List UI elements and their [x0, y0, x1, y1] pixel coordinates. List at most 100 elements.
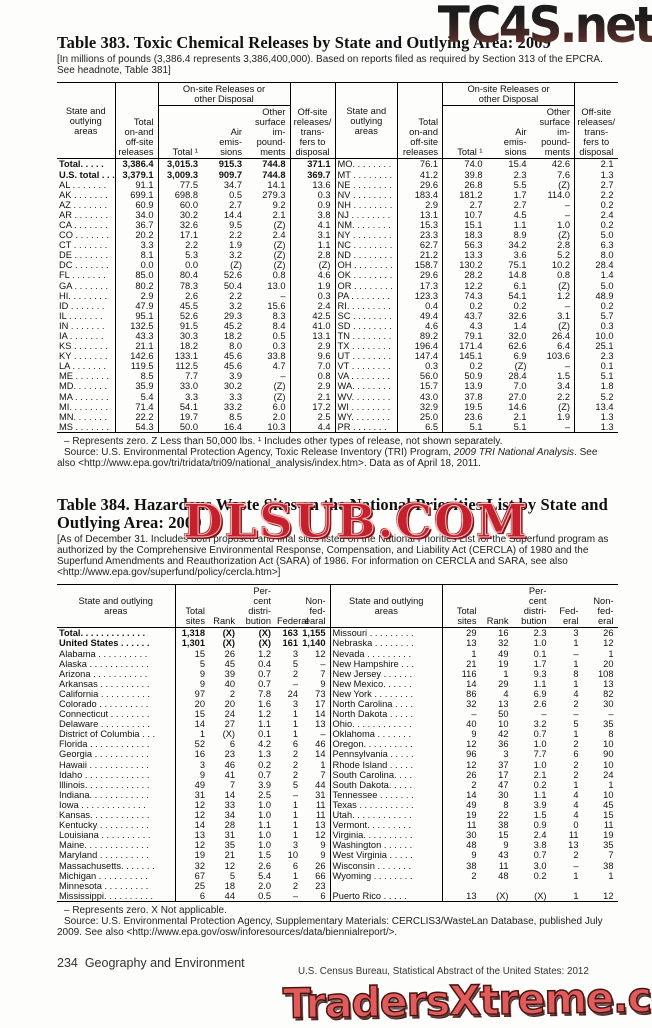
col-header-air: Air emis- sions	[219, 127, 242, 158]
state-cell: OK . . . . . . . .	[335, 270, 399, 281]
table-384-right-header: State and outlying areas Total sites Ran…	[330, 584, 618, 628]
state-cell: MS . . . . . . .	[57, 421, 116, 433]
table-row: Florida . . . . . . . . . . . . 52 6 4.2…	[57, 739, 330, 750]
table-row: MT . . . . . . . . 41.2 39.8 2.3 7.6 1.3	[335, 169, 618, 180]
state-cell: Delaware . . . . . . . . . .	[57, 719, 176, 730]
value-cell: 18	[224, 880, 235, 891]
value-cell: 71.4	[115, 401, 159, 412]
table-row: California . . . . . . . . . . 97 2 7.8 …	[57, 688, 330, 700]
value-cell: 8.3	[246, 310, 291, 321]
table-row: Total. . . . . 3,386.4 3,015.3 915.3 744…	[57, 158, 335, 170]
value-cell: 19	[466, 810, 477, 821]
table-row: IN . . . . . . . 132.5 91.5 45.2 8.4 41.…	[57, 320, 335, 331]
value-cell: 25.0	[397, 411, 444, 422]
table-row: OH . . . . . . . . 158.7 130.2 75.1 10.2…	[335, 260, 618, 271]
value-cell: 1	[292, 830, 298, 841]
state-cell: VT . . . . . . . .	[335, 361, 399, 372]
state-cell: LA . . . . . . .	[57, 361, 116, 372]
state-cell: MI. . . . . . . .	[57, 401, 116, 412]
value-cell: 116	[461, 668, 477, 679]
table-383-footnotes: – Represents zero. Z Less than 50,000 lb…	[57, 436, 617, 470]
state-cell: CT . . . . . . .	[57, 240, 116, 251]
value-cell: 0.2	[469, 361, 483, 372]
value-cell: 196.4	[397, 341, 444, 352]
value-cell: 46	[315, 739, 326, 750]
state-cell: FL . . . . . . .	[57, 270, 116, 281]
table-383: State and outlying areas Total on-and of…	[57, 82, 618, 433]
table-row: MD. . . . . . . 35.9 33.0 30.2 (Z) 2.9	[57, 381, 335, 392]
table-384: State and outlying areas Total sites Ran…	[57, 584, 618, 902]
value-cell: –	[471, 709, 477, 720]
value-cell: 2	[471, 779, 477, 790]
value-cell: –	[530, 361, 576, 372]
table-row: NJ . . . . . . . . 13.1 10.7 4.5 – 2.4	[335, 209, 618, 220]
table-row: IA . . . . . . . 43.3 30.3 18.2 0.5 13.1	[57, 331, 335, 342]
value-cell: 6	[292, 739, 298, 750]
value-cell: 26	[315, 860, 326, 871]
table-383-right-half: State and outlying areas Total on-and of…	[335, 82, 618, 433]
value-cell: 1	[292, 820, 298, 831]
state-cell: Mississippi. . . . . . . . . .	[57, 890, 176, 902]
col-header-offsite: Off-site releases/ trans- fers to dispos…	[293, 107, 332, 158]
value-cell: 54.3	[115, 421, 159, 433]
value-cell: 25	[194, 880, 205, 891]
value-cell: 14	[466, 789, 477, 800]
value-cell: 1	[471, 648, 477, 659]
value-cell: 3	[292, 840, 298, 851]
value-cell: 34.0	[115, 209, 159, 220]
state-cell: Alaska . . . . . . . . . . . .	[57, 658, 176, 669]
value-cell: 2.6	[533, 699, 547, 710]
value-cell: 29.3	[223, 310, 242, 321]
state-cell: Illinois. . . . . . . . . . . . .	[57, 779, 176, 790]
value-cell: 82	[603, 688, 614, 699]
value-cell: 1	[573, 729, 579, 740]
value-cell: 80.2	[115, 280, 159, 291]
value-cell: 0.8	[317, 371, 331, 382]
value-cell: 6	[320, 890, 326, 901]
value-cell: 2	[573, 850, 579, 861]
state-cell: Missouri . . . . . . . . .	[330, 627, 443, 639]
table-row: South Carolina. . . . 26 17 2.1 2 24	[330, 769, 618, 780]
value-cell: 6.9	[513, 351, 527, 362]
value-cell: 15.1	[464, 219, 483, 230]
value-cell: 4.1	[317, 219, 331, 230]
table-row: ID . . . . . . . 47.9 45.5 3.2 15.6 2.4	[57, 300, 335, 311]
state-cell: TN . . . . . . . .	[335, 331, 399, 342]
value-cell: 2.5	[258, 789, 271, 800]
value-cell: 4.3	[469, 320, 483, 331]
table-row: Total. . . . . . . . . . . . . 1,318 (X)…	[57, 627, 330, 639]
state-cell: OR . . . . . . . .	[335, 280, 399, 291]
table-row: Nebraska . . . . . . . . 13 32 1.0 1 12	[330, 638, 618, 649]
value-cell: 49.4	[397, 310, 444, 321]
value-cell: 1.0	[258, 799, 271, 810]
state-cell	[330, 880, 443, 891]
value-cell: 1.8	[600, 381, 614, 392]
value-cell: 2.4	[533, 830, 547, 841]
value-cell: 2.3	[533, 628, 547, 639]
value-cell: 3.2	[229, 300, 242, 311]
value-cell: 31	[224, 830, 235, 841]
value-cell: 60.9	[115, 199, 159, 210]
state-cell: Kentucky . . . . . . . . . .	[57, 820, 176, 831]
value-cell: 1.1	[533, 789, 547, 800]
value-cell: (X)	[222, 638, 235, 649]
value-cell: 1.7	[513, 189, 527, 200]
table-row: Maryland . . . . . . . . . . 19 21 1.5 1…	[57, 850, 330, 861]
value-cell: 13	[466, 890, 477, 901]
value-cell: 108	[597, 668, 614, 679]
footnote-source: Source: U.S. Environmental Protection Ag…	[57, 916, 603, 939]
value-cell: 1	[199, 729, 205, 740]
value-cell: –	[320, 729, 326, 740]
value-cell: 14.6	[508, 401, 527, 412]
state-cell: New York . . . . . . . .	[330, 688, 443, 700]
state-cell: Wisconsin . . . . . . .	[330, 860, 443, 871]
value-cell: 2.1	[513, 411, 527, 422]
value-cell: 2	[229, 688, 235, 699]
value-cell: 24	[603, 769, 614, 780]
value-cell: 89.2	[397, 331, 444, 342]
value-cell: 39.8	[464, 169, 483, 180]
value-cell: 34	[224, 810, 235, 821]
value-cell: 13	[466, 638, 477, 649]
footnote-symbols: – Represents zero. Z Less than 50,000 lb…	[64, 435, 503, 447]
value-cell: 13	[315, 820, 326, 831]
